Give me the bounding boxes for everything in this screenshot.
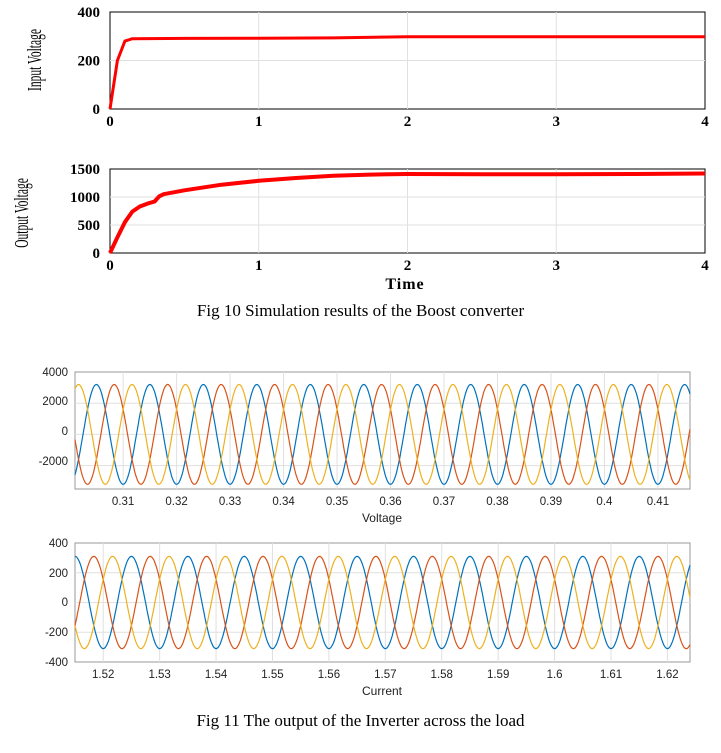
y-tick-label: 2000 (42, 396, 68, 408)
phase-b-voltage-line (74, 383, 691, 485)
input-voltage-series-line (108, 35, 705, 110)
x-tick-label: 1.58 (431, 669, 453, 681)
output-voltage-x-ticks: 0 1 2 3 4 (106, 258, 709, 274)
y-tick-label: 200 (49, 568, 68, 580)
x-tick-label: 0.41 (647, 496, 669, 508)
x-tick-label: 1.54 (205, 669, 228, 681)
x-tick-label: 0.33 (219, 496, 241, 508)
x-tick-label: 0.31 (112, 496, 134, 508)
x-tick-label: 1.57 (374, 669, 396, 681)
phase-a-current-line (74, 555, 691, 650)
x-tick-label: 0.34 (272, 496, 295, 508)
inverter-voltage-x-ticks: 0.31 0.32 0.33 0.34 0.35 0.36 0.37 0.38 … (112, 496, 669, 508)
output-voltage-grid (110, 169, 705, 253)
x-tick-label: 3 (553, 258, 561, 274)
x-tick-label: 0.38 (486, 496, 508, 508)
y-tick-label: 4000 (42, 367, 68, 379)
inverter-current-xlabel: Current (362, 684, 403, 698)
y-tick-label: 1500 (70, 162, 100, 178)
x-tick-label: 0.39 (540, 496, 562, 508)
x-tick-label: 0.4 (596, 496, 613, 508)
x-tick-label: 0.37 (433, 496, 455, 508)
x-tick-label: 1 (255, 114, 263, 130)
x-tick-label: 1.59 (487, 669, 509, 681)
x-tick-label: 1.61 (600, 669, 622, 681)
inverter-current-x-ticks: 1.52 1.53 1.54 1.55 1.56 1.57 1.58 1.59 … (92, 669, 679, 681)
y-tick-label: 0 (62, 597, 68, 609)
input-voltage-grid (110, 12, 705, 109)
output-voltage-plot: 0 1 2 3 4 0 500 1000 1500 Output Voltage… (10, 162, 710, 293)
x-tick-label: 0.36 (379, 496, 401, 508)
phase-c-voltage-line (74, 383, 691, 485)
x-tick-label: 4 (701, 114, 709, 130)
x-tick-label: 1.52 (92, 669, 114, 681)
x-tick-label: 2 (404, 114, 412, 130)
input-voltage-plot: 0 1 2 3 4 0 200 400 Input Voltage (23, 5, 710, 130)
x-tick-label: 1.53 (148, 669, 170, 681)
output-voltage-y-ticks: 0 500 1000 1500 (70, 162, 100, 262)
inverter-voltage-plot: 0.31 0.32 0.33 0.34 0.35 0.36 0.37 0.38 … (39, 367, 691, 525)
x-tick-label: 0 (106, 114, 114, 130)
phase-b-current-line (74, 555, 691, 650)
inverter-voltage-axes-box (74, 371, 691, 490)
input-voltage-ylabel: Input Voltage (23, 29, 46, 91)
y-tick-label: 500 (78, 218, 101, 234)
x-tick-label: 1.6 (547, 669, 563, 681)
y-tick-label: 200 (78, 54, 101, 70)
inverter-voltage-y-ticks: 4000 2000 0 -2000 (39, 367, 68, 468)
x-tick-label: 1.56 (318, 669, 340, 681)
output-voltage-ylabel: Output Voltage (10, 178, 33, 248)
y-tick-label: 400 (78, 5, 101, 21)
input-voltage-y-ticks: 0 200 400 (78, 5, 101, 118)
input-voltage-x-ticks: 0 1 2 3 4 (106, 114, 709, 130)
inverter-voltage-xlabel: Voltage (362, 511, 402, 525)
inverter-current-y-ticks: 400 200 0 -200 -400 (45, 538, 68, 669)
y-tick-label: 0 (93, 246, 101, 262)
x-tick-label: 4 (701, 258, 709, 274)
x-tick-label: 1.62 (656, 669, 678, 681)
y-tick-label: 400 (49, 538, 68, 550)
time-axis-label: Time (385, 276, 424, 293)
inverter-current-plot: 1.52 1.53 1.54 1.55 1.56 1.57 1.58 1.59 … (45, 538, 691, 698)
y-tick-label: 0 (62, 426, 68, 438)
x-tick-label: 1 (255, 258, 263, 274)
y-tick-label: 1000 (70, 190, 100, 206)
inverter-voltage-series (74, 383, 691, 485)
inverter-current-series (74, 555, 691, 650)
y-tick-label: 0 (93, 102, 101, 118)
figure-11-caption: Fig 11 The output of the Inverter across… (196, 711, 525, 730)
x-tick-label: 3 (553, 114, 561, 130)
x-tick-label: 0 (106, 258, 114, 274)
phase-c-current-line (74, 555, 691, 650)
x-tick-label: 2 (404, 258, 412, 274)
output-voltage-series-line (108, 171, 706, 254)
y-tick-label: -2000 (39, 456, 68, 468)
y-tick-label: -200 (45, 627, 68, 639)
x-tick-label: 0.32 (165, 496, 187, 508)
y-tick-label: -400 (45, 657, 68, 669)
figure-10-caption: Fig 10 Simulation results of the Boost c… (196, 301, 525, 320)
phase-a-voltage-line (74, 383, 691, 485)
x-tick-label: 1.55 (261, 669, 283, 681)
x-tick-label: 0.35 (326, 496, 348, 508)
